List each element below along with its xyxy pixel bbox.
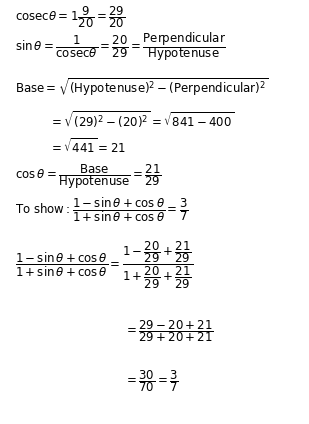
Text: $\mathrm{cosec}\theta = 1\dfrac{9}{20} = \dfrac{29}{20}$: $\mathrm{cosec}\theta = 1\dfrac{9}{20} =… (15, 4, 126, 30)
Text: $\mathrm{Base} = \sqrt{(\mathrm{Hypotenuse})^2 - (\mathrm{Perpendicular})^2}$: $\mathrm{Base} = \sqrt{(\mathrm{Hypotenu… (15, 77, 269, 99)
Text: $= \dfrac{29 - 20 + 21}{29 + 20 + 21}$: $= \dfrac{29 - 20 + 21}{29 + 20 + 21}$ (124, 319, 214, 344)
Text: $= \sqrt{(29)^2 - (20)^2} = \sqrt{841 - 400}$: $= \sqrt{(29)^2 - (20)^2} = \sqrt{841 - … (49, 109, 235, 131)
Text: $\mathrm{To\ show:}\dfrac{1 - \sin\theta + \cos\theta}{1 + \sin\theta + \cos\the: $\mathrm{To\ show:}\dfrac{1 - \sin\theta… (15, 196, 189, 224)
Text: $\cos\theta = \dfrac{\mathrm{Base}}{\mathrm{Hypotenuse}} = \dfrac{21}{29}$: $\cos\theta = \dfrac{\mathrm{Base}}{\mat… (15, 162, 162, 191)
Text: $= \sqrt{441} = 21$: $= \sqrt{441} = 21$ (49, 137, 126, 156)
Text: $\dfrac{1 - \sin\theta + \cos\theta}{1 + \sin\theta + \cos\theta} = \dfrac{1 - \: $\dfrac{1 - \sin\theta + \cos\theta}{1 +… (15, 240, 194, 290)
Text: $= \dfrac{30}{70} = \dfrac{3}{7}$: $= \dfrac{30}{70} = \dfrac{3}{7}$ (124, 369, 178, 394)
Text: $\sin\theta = \dfrac{1}{\mathrm{cosec}\theta} = \dfrac{20}{29} = \dfrac{\mathrm{: $\sin\theta = \dfrac{1}{\mathrm{cosec}\t… (15, 30, 226, 63)
